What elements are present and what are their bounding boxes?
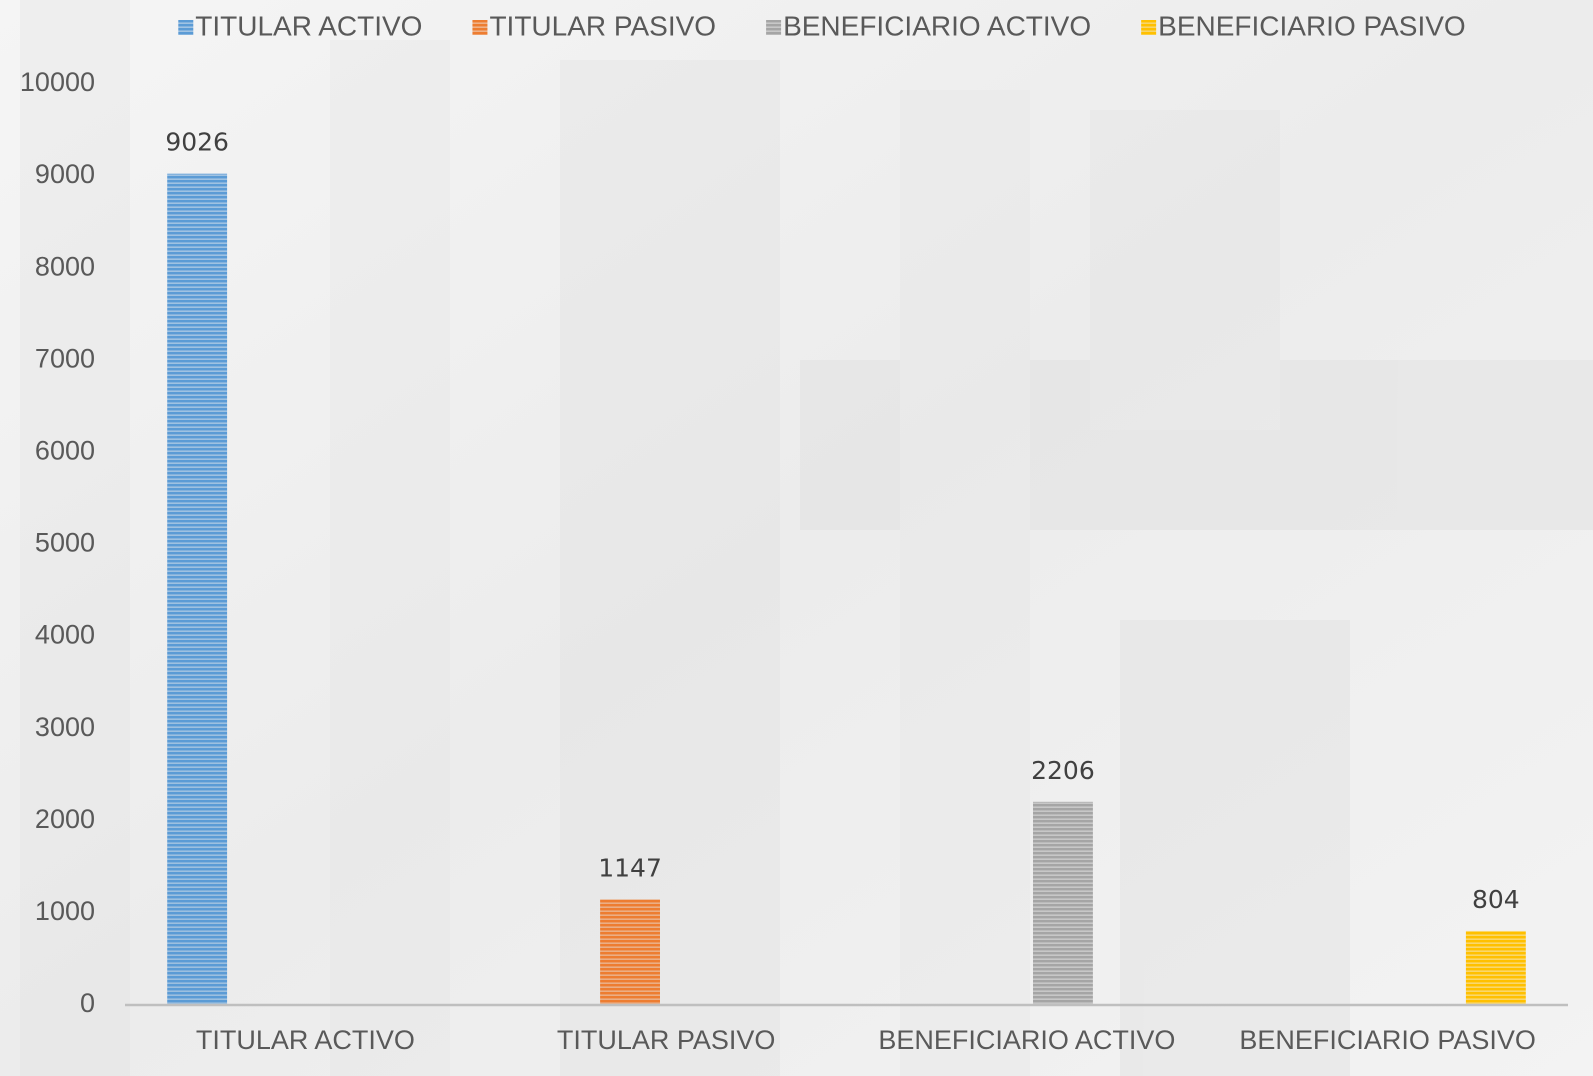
y-tick-label: 9000 [35,159,95,189]
y-tick-label: 0 [80,988,95,1018]
bar [1033,801,1093,1005]
legend-marker [178,20,194,35]
x-tick-label: BENEFICIARIO PASIVO [1239,1025,1536,1055]
legend: TITULAR ACTIVO TITULAR PASIVO BENEFICIARIO… [178,10,1466,41]
data-label: 2206 [1031,756,1095,785]
bar [600,899,660,1005]
bar [1465,930,1526,1005]
y-tick-label: 1000 [35,896,95,926]
x-tick-label: TITULAR PASIVO [557,1025,776,1055]
legend-label: BENEFICIARIO PASIVO [1158,10,1466,41]
y-tick-label: 4000 [35,620,95,650]
y-tick-label: 6000 [35,436,95,466]
bar [167,173,228,1006]
data-label: 9026 [165,128,229,157]
y-tick-label: 3000 [35,712,95,742]
y-tick-label: 2000 [35,804,95,834]
data-label: 1147 [598,853,662,882]
legend-marker [472,20,488,35]
legend-marker [766,20,782,35]
y-tick-label: 8000 [35,251,95,281]
y-tick-label: 7000 [35,343,95,373]
background-building [20,0,1593,1076]
x-tick-label: TITULAR ACTIVO [196,1025,415,1055]
legend-label: TITULAR PASIVO [489,10,716,41]
legend-label: TITULAR ACTIVO [195,10,422,41]
data-label: 804 [1472,885,1520,914]
x-tick-label: BENEFICIARIO ACTIVO [878,1025,1175,1055]
legend-marker [1141,20,1157,35]
y-tick-label: 10000 [20,67,95,97]
legend-label: BENEFICIARIO ACTIVO [783,10,1091,41]
y-tick-label: 5000 [35,528,95,558]
